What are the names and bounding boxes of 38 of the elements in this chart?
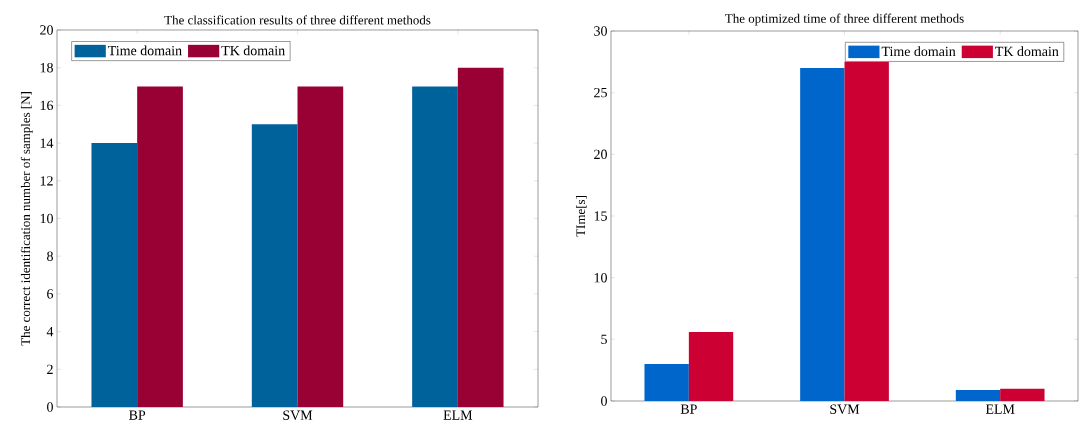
y-tick-label: 0	[47, 402, 53, 412]
y-tick-label: 6	[47, 289, 54, 299]
bar	[955, 389, 1001, 401]
y-tick-label: 0	[601, 396, 607, 406]
bar	[644, 364, 689, 401]
y-tick-label: 5	[601, 334, 607, 344]
x-tick-label: BP	[680, 404, 697, 414]
chart-title: The optimized time of three different methods	[725, 13, 964, 26]
y-tick-label: 20	[594, 149, 607, 160]
y-axis-title: TIme[s]	[575, 196, 587, 237]
x-tick-label: BP	[129, 410, 146, 420]
y-tick-label: 4	[46, 327, 54, 337]
y-tick-label: 16	[40, 100, 54, 111]
legend-label: TK domain	[221, 45, 285, 56]
legend-label: TK domain	[995, 46, 1059, 57]
y-tick-label: 10	[40, 213, 53, 224]
y-tick-label: 12	[40, 176, 53, 186]
y-tick-label: 20	[40, 25, 53, 35]
legend-label: Time domain	[108, 45, 182, 56]
y-tick-label: 8	[47, 251, 53, 261]
chart-title: The classification results of three different methods	[164, 15, 431, 25]
bar	[1000, 388, 1045, 401]
bar	[688, 331, 734, 401]
y-tick-label: 15	[594, 211, 607, 221]
x-tick-label: ELM	[443, 410, 473, 420]
y-tick-label: 30	[594, 26, 607, 36]
y-tick-label: 10	[594, 272, 607, 283]
y-axis-title: The correct identification number of samples [N]	[20, 92, 33, 346]
x-tick-label: SVM	[830, 404, 860, 414]
bar	[844, 61, 889, 401]
y-tick-label: 2	[47, 364, 53, 374]
y-tick-label: 25	[594, 87, 607, 98]
y-tick-label: 14	[40, 138, 54, 148]
legend-label: Time domain	[881, 46, 956, 57]
x-tick-label: SVM	[283, 410, 313, 420]
x-tick-label: ELM	[985, 404, 1015, 414]
bar	[800, 68, 845, 401]
y-tick-label: 18	[40, 62, 53, 73]
